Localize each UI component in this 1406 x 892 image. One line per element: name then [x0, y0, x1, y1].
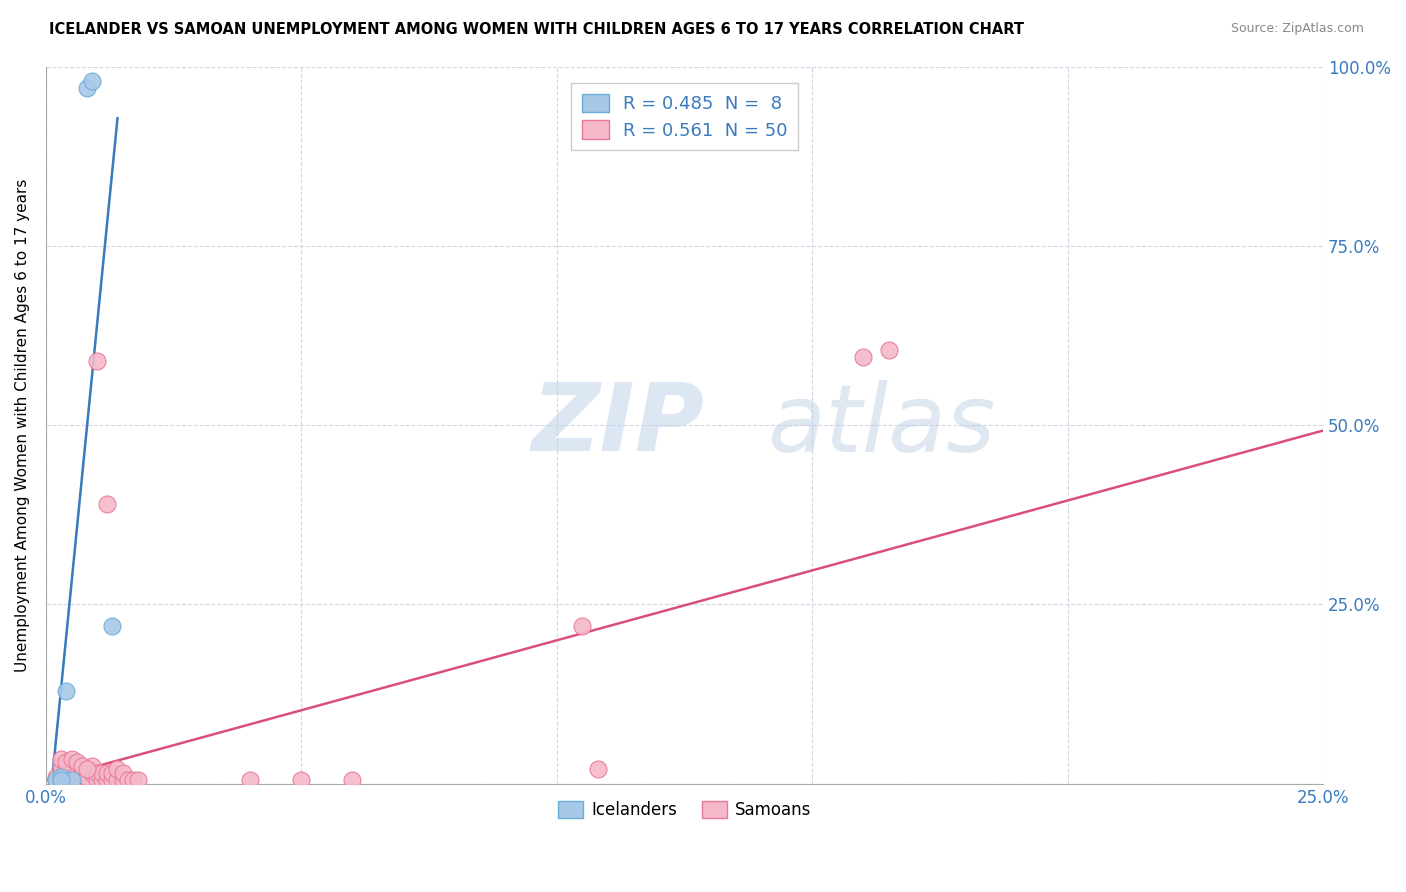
Point	[51, 770, 73, 784]
Point	[70, 759, 93, 773]
Point	[127, 773, 149, 788]
Point	[86, 766, 108, 780]
Point	[45, 770, 67, 784]
Text: atlas: atlas	[768, 380, 995, 471]
Point	[107, 773, 129, 788]
Point	[86, 353, 108, 368]
Point	[107, 763, 129, 777]
Point	[96, 773, 118, 788]
Point	[342, 773, 364, 788]
Text: ICELANDER VS SAMOAN UNEMPLOYMENT AMONG WOMEN WITH CHILDREN AGES 6 TO 17 YEARS CO: ICELANDER VS SAMOAN UNEMPLOYMENT AMONG W…	[49, 22, 1024, 37]
Text: ZIP: ZIP	[531, 379, 704, 471]
Point	[60, 751, 83, 765]
Point	[80, 766, 103, 780]
Point	[55, 770, 77, 784]
Point	[65, 773, 87, 788]
Point	[51, 751, 73, 765]
Text: Source: ZipAtlas.com: Source: ZipAtlas.com	[1230, 22, 1364, 36]
Point	[76, 770, 98, 784]
Point	[45, 773, 67, 788]
Point	[91, 773, 114, 788]
Point	[80, 759, 103, 773]
Point	[96, 497, 118, 511]
Point	[55, 756, 77, 770]
Point	[290, 773, 312, 788]
Point	[101, 766, 124, 780]
Point	[80, 74, 103, 88]
Point	[70, 773, 93, 788]
Point	[117, 773, 139, 788]
Y-axis label: Unemployment Among Women with Children Ages 6 to 17 years: Unemployment Among Women with Children A…	[15, 178, 30, 672]
Point	[76, 773, 98, 788]
Point	[60, 766, 83, 780]
Point	[55, 683, 77, 698]
Point	[877, 343, 900, 357]
Point	[65, 770, 87, 784]
Point	[60, 773, 83, 788]
Point	[91, 766, 114, 780]
Point	[76, 763, 98, 777]
Point	[60, 773, 83, 788]
Point	[51, 773, 73, 788]
Point	[586, 763, 609, 777]
Point	[51, 759, 73, 773]
Point	[239, 773, 262, 788]
Point	[96, 766, 118, 780]
Legend: Icelanders, Samoans: Icelanders, Samoans	[551, 794, 818, 826]
Point	[65, 756, 87, 770]
Point	[70, 766, 93, 780]
Point	[111, 773, 134, 788]
Point	[121, 773, 143, 788]
Point	[60, 759, 83, 773]
Point	[51, 766, 73, 780]
Point	[55, 773, 77, 788]
Point	[111, 766, 134, 780]
Point	[101, 773, 124, 788]
Point	[51, 773, 73, 788]
Point	[45, 773, 67, 788]
Point	[101, 619, 124, 633]
Point	[852, 350, 875, 364]
Point	[86, 773, 108, 788]
Point	[76, 81, 98, 95]
Point	[55, 763, 77, 777]
Point	[571, 619, 593, 633]
Point	[65, 763, 87, 777]
